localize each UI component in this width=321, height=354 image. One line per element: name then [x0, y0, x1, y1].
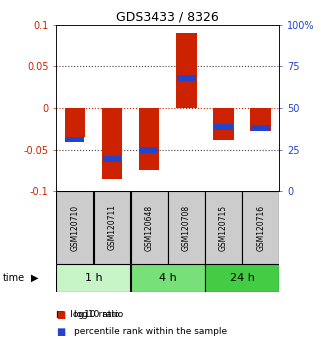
Text: 1 h: 1 h [84, 273, 102, 283]
Bar [250, 108, 271, 131]
Text: ■: ■ [56, 310, 65, 320]
Text: GSM120648: GSM120648 [145, 204, 154, 251]
Bar [65, 137, 84, 143]
Text: ■  log10 ratio: ■ log10 ratio [56, 310, 120, 319]
Bar [102, 108, 122, 179]
Text: GSM120708: GSM120708 [182, 204, 191, 251]
Bar [205, 264, 279, 292]
Text: ▶: ▶ [30, 273, 38, 283]
Bar [140, 148, 159, 153]
Text: ■: ■ [56, 327, 65, 337]
Text: time: time [3, 273, 25, 283]
Bar [131, 191, 168, 264]
Bar [93, 191, 130, 264]
Text: GSM120716: GSM120716 [256, 204, 265, 251]
Text: GSM120715: GSM120715 [219, 204, 228, 251]
Text: log10 ratio: log10 ratio [74, 310, 123, 319]
Text: 4 h: 4 h [159, 273, 177, 283]
Text: 24 h: 24 h [230, 273, 255, 283]
Bar [65, 108, 85, 137]
Bar [251, 125, 270, 131]
Text: GSM120710: GSM120710 [70, 204, 79, 251]
Bar [177, 75, 195, 81]
Bar [56, 191, 93, 264]
Bar [131, 264, 205, 292]
Bar [139, 108, 159, 170]
Bar [56, 264, 130, 292]
Bar [214, 124, 233, 130]
Bar [103, 156, 121, 162]
Text: GSM120711: GSM120711 [108, 205, 117, 250]
Bar [168, 191, 205, 264]
Bar [205, 191, 242, 264]
Text: percentile rank within the sample: percentile rank within the sample [74, 327, 227, 336]
Bar [242, 191, 279, 264]
Bar [213, 108, 234, 139]
Bar [176, 33, 196, 108]
Title: GDS3433 / 8326: GDS3433 / 8326 [116, 11, 219, 24]
